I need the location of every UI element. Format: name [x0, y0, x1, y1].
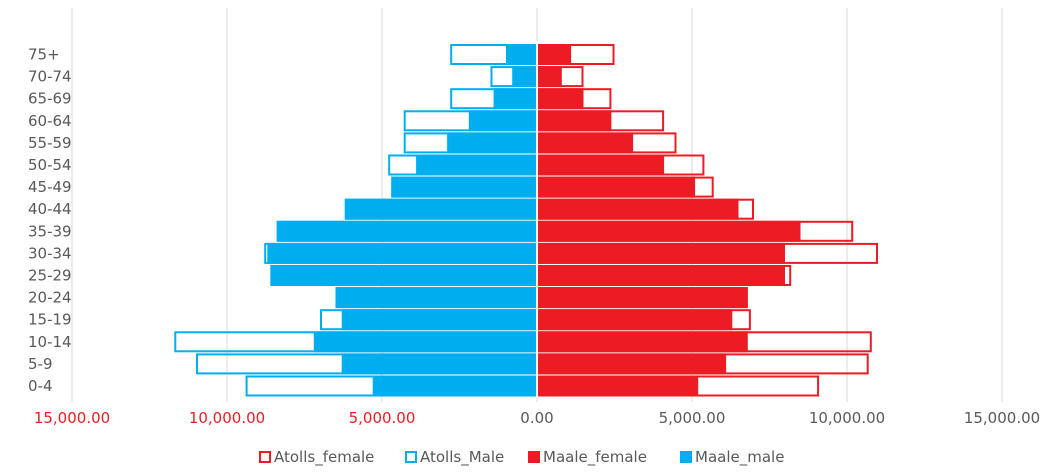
- legend: Atolls_female Atolls_Male Maale_female Maal…: [259, 448, 784, 467]
- y-tick-label-10-14: 10-14: [28, 333, 72, 351]
- bar-maale-male-0-4: [372, 375, 537, 397]
- bars-layer: [174, 41, 878, 397]
- legend-swatch-maale-female: [528, 451, 540, 463]
- x-tick-label-5-000-00: 5,000.00: [659, 409, 726, 427]
- legend-label-atolls-female: Atolls_female: [274, 448, 374, 467]
- bar-maale-male-30-34: [267, 242, 537, 264]
- bar-maale-female-65-69: [537, 88, 584, 110]
- x-tick-label-0-00: 0.00: [520, 409, 553, 427]
- bar-maale-female-25-29: [537, 265, 785, 286]
- bar-maale-male-50-54: [416, 154, 537, 176]
- legend-label-maale-male: Maale_male: [695, 448, 784, 467]
- bar-maale-female-40-44: [537, 198, 739, 220]
- bar-maale-male-35-39: [276, 220, 537, 242]
- bar-maale-female-35-39: [537, 220, 801, 242]
- bar-maale-female-20-24: [537, 287, 748, 309]
- y-tick-label-70-74: 70-74: [28, 68, 72, 86]
- bar-maale-male-70-74: [512, 66, 537, 88]
- legend-swatch-atolls-female: [259, 451, 271, 463]
- y-tick-label-0-4: 0-4: [28, 377, 53, 395]
- bar-maale-female-0-4: [537, 375, 699, 397]
- y-tick-label-15-19: 15-19: [28, 311, 72, 329]
- bar-maale-female-75: [537, 44, 572, 65]
- y-tick-label-30-34: 30-34: [28, 244, 72, 262]
- x-tick-label-15-000-00: 15,000.00: [964, 409, 1040, 427]
- bar-maale-male-45-49: [391, 176, 537, 198]
- bar-maale-male-65-69: [493, 88, 537, 110]
- y-tick-label-5-9: 5-9: [28, 355, 53, 373]
- y-tick-label-20-24: 20-24: [28, 289, 72, 307]
- legend-label-maale-female: Maale_female: [543, 448, 647, 467]
- y-tick-label-40-44: 40-44: [28, 200, 72, 218]
- bar-maale-female-30-34: [537, 242, 785, 264]
- legend-label-atolls-male: Atolls_Male: [420, 448, 504, 467]
- bar-maale-male-10-14: [313, 331, 537, 353]
- x-axis-labels: 15,000.00 10,000.00 5,000.00 0.00 5,000.00 10…: [34, 409, 1040, 427]
- bar-maale-male-5-9: [341, 353, 537, 375]
- bar-maale-male-55-59: [447, 132, 537, 154]
- y-tick-label-25-29: 25-29: [28, 267, 72, 285]
- x-tick-label-neg-15-000-00: 15,000.00: [34, 409, 110, 427]
- y-axis-labels: 0-4 5-9 10-14 15-19 20-24 25-29 30-34 35-39 40-4…: [28, 46, 72, 396]
- y-tick-label-60-64: 60-64: [28, 112, 72, 130]
- bar-maale-female-5-9: [537, 353, 727, 375]
- bar-maale-female-55-59: [537, 132, 634, 154]
- bar-maale-male-15-19: [341, 309, 537, 331]
- bar-maale-female-10-14: [537, 331, 748, 353]
- bar-maale-male-20-24: [335, 287, 537, 309]
- bar-maale-female-50-54: [537, 154, 665, 176]
- y-tick-label-45-49: 45-49: [28, 178, 72, 196]
- y-tick-label-35-39: 35-39: [28, 222, 72, 240]
- bar-maale-female-60-64: [537, 110, 612, 132]
- bar-maale-female-45-49: [537, 176, 696, 198]
- bar-maale-male-60-64: [468, 110, 537, 132]
- y-tick-label-55-59: 55-59: [28, 134, 72, 152]
- y-tick-label-65-69: 65-69: [28, 90, 72, 108]
- y-tick-label-50-54: 50-54: [28, 156, 72, 174]
- bar-maale-female-15-19: [537, 309, 733, 331]
- x-tick-label-10-000-00: 10,000.00: [809, 409, 885, 427]
- x-tick-label-neg-5-000-00: 5,000.00: [349, 409, 416, 427]
- bar-maale-female-70-74: [537, 66, 562, 88]
- legend-swatch-maale-male: [680, 451, 692, 463]
- bar-maale-male-25-29: [270, 265, 537, 286]
- bar-maale-male-75: [506, 44, 537, 65]
- legend-swatch-atolls-male: [405, 451, 417, 463]
- x-tick-label-neg-10-000-00: 10,000.00: [189, 409, 265, 427]
- y-tick-label-75: 75+: [28, 46, 60, 64]
- bar-maale-male-40-44: [344, 198, 537, 220]
